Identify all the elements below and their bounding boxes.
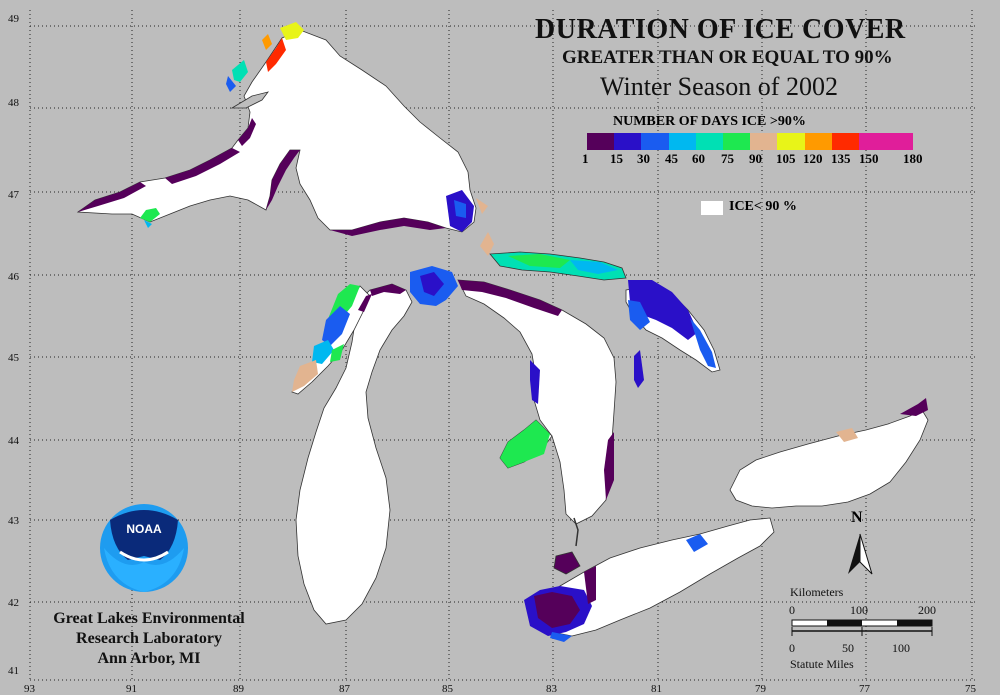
- legend-swatch: [614, 133, 642, 150]
- lat-label: 48: [8, 97, 20, 109]
- legend-title: NUMBER OF DAYS ICE >90%: [613, 114, 806, 129]
- legend-label: 90: [749, 151, 762, 166]
- legend-swatch: [831, 133, 859, 150]
- legend-swatch: [858, 133, 887, 150]
- latitude-labels: 49 48 47 46 45 44 43 42 41: [8, 13, 20, 677]
- scale-mi-title: Statute Miles: [790, 657, 854, 671]
- lake-st-clair: [553, 551, 581, 575]
- scale-mi-tick: 100: [892, 641, 910, 655]
- lat-label: 47: [8, 189, 20, 201]
- superior-ice: [78, 22, 488, 236]
- legend-swatch: [777, 133, 805, 150]
- lake-ontario: [729, 409, 929, 509]
- legend-label: 60: [692, 151, 705, 166]
- legend-swatch: [695, 133, 723, 150]
- lon-label: 77: [859, 683, 871, 695]
- longitude-labels: 93 91 89 87 85 83 81 79 77 75: [24, 683, 977, 695]
- scale-km-title: Kilometers: [790, 585, 844, 599]
- legend-label: 75: [721, 151, 734, 166]
- institution-line-3: Ann Arbor, MI: [97, 650, 201, 667]
- st-marys-ice: [480, 232, 494, 256]
- legend-label: 150: [859, 151, 879, 166]
- michigan-ice: [292, 284, 406, 392]
- lat-label: 45: [8, 352, 20, 364]
- legend-labels: 1 15 30 45 60 75 90 105 120 135 150 180: [577, 151, 937, 167]
- lon-label: 89: [233, 683, 245, 695]
- legend-label: 45: [665, 151, 678, 166]
- legend-label: 15: [610, 151, 623, 166]
- lat-label: 44: [8, 435, 20, 447]
- lon-label: 85: [442, 683, 454, 695]
- lat-label: 46: [8, 271, 20, 283]
- institution-line-2: Research Laboratory: [76, 630, 222, 647]
- ontario-ice: [836, 398, 928, 442]
- scale-km-tick: 0: [789, 603, 795, 617]
- lat-label: 43: [8, 515, 20, 527]
- huron-ice: [410, 266, 716, 500]
- graticule: [29, 10, 975, 681]
- legend-swatch: [886, 133, 914, 150]
- legend-label: 180: [903, 151, 923, 166]
- lat-label: 42: [8, 597, 19, 609]
- north-channel-ice: [508, 254, 570, 268]
- legend-label: 105: [776, 151, 796, 166]
- institution-line-1: Great Lakes Environmental: [53, 610, 245, 627]
- legend-swatch: [587, 133, 615, 150]
- lon-label: 93: [24, 683, 36, 695]
- lat-label: 49: [8, 13, 20, 25]
- map-title: DURATION OF ICE COVER: [535, 14, 906, 45]
- map-subtitle: GREATER THAN OR EQUAL TO 90%: [562, 47, 893, 68]
- legend-label: 1: [582, 151, 589, 166]
- scale-km-tick: 200: [918, 603, 936, 617]
- lake-michigan: [295, 283, 413, 625]
- legend-label: 30: [637, 151, 650, 166]
- lat-label: 41: [8, 665, 19, 677]
- lon-label: 81: [651, 683, 662, 695]
- scale-km-tick: 100: [850, 603, 868, 617]
- north-arrow-icon: [848, 533, 873, 575]
- scale-bar: [791, 619, 933, 636]
- legend-label: 135: [831, 151, 851, 166]
- legend-swatch: [668, 133, 696, 150]
- lon-label: 87: [339, 683, 351, 695]
- legend-swatch: [722, 133, 751, 150]
- legend-label: 120: [803, 151, 823, 166]
- ice-legend-swatch: [701, 201, 723, 215]
- st-clair-river: [573, 517, 579, 547]
- scale-mi-tick: 0: [789, 641, 795, 655]
- lake-erie: [539, 517, 775, 637]
- legend-swatch: [641, 133, 669, 150]
- legend-swatch: [750, 133, 778, 150]
- noaa-logo: NOAA: [100, 504, 188, 592]
- lon-label: 91: [126, 683, 137, 695]
- erie-ice: [524, 534, 708, 642]
- lon-label: 83: [546, 683, 558, 695]
- map-season: Winter Season of 2002: [600, 72, 838, 101]
- north-channel-ice: [570, 260, 618, 274]
- ice-legend-label: ICE< 90 %: [729, 199, 797, 214]
- lon-label: 75: [965, 683, 977, 695]
- lon-label: 79: [755, 683, 767, 695]
- legend-swatch: [804, 133, 832, 150]
- legend-color-bar: [587, 133, 914, 150]
- noaa-logo-text: NOAA: [126, 522, 162, 536]
- north-label: N: [851, 509, 863, 526]
- isle-royale: [230, 91, 269, 109]
- scale-mi-tick: 50: [842, 641, 854, 655]
